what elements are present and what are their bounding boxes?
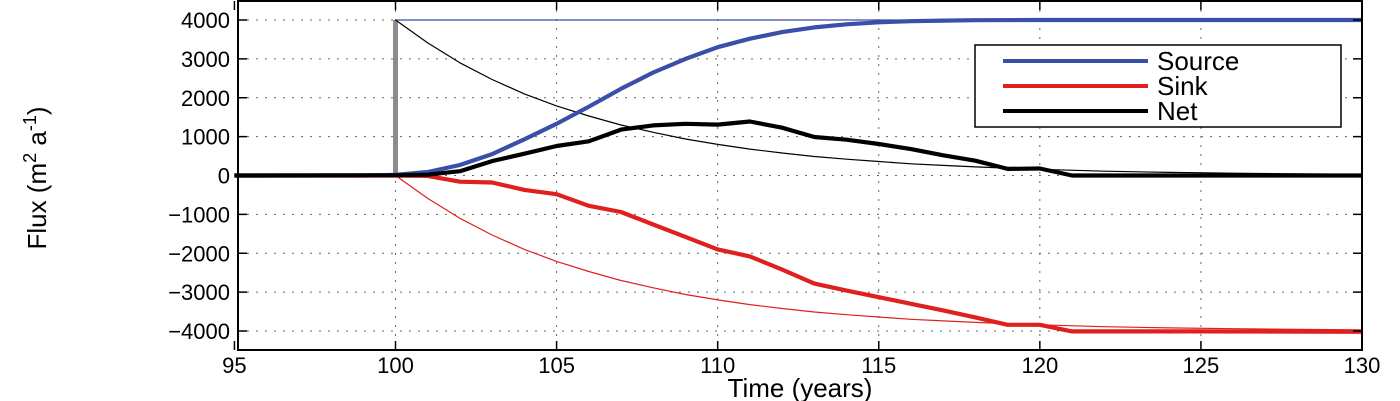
x-tick-label: 125: [1183, 353, 1220, 378]
x-axis-label: Time (years): [728, 373, 873, 401]
y-axis-label-sup2: -1: [20, 115, 40, 131]
legend-label-source: Source: [1157, 46, 1239, 76]
series-lines: [234, 17, 1363, 334]
y-tick-label: 0: [218, 164, 230, 189]
x-tick-label: 105: [538, 353, 575, 378]
x-tick-label: 100: [377, 353, 414, 378]
y-tick-labels: 4000 3000 2000 1000 0 −1000 −2000 −3000 −4000: [168, 8, 230, 344]
y-axis-label-mid: a: [22, 131, 52, 153]
y-axis-label-prefix: Flux (m: [22, 163, 52, 250]
series-5-thin-line: [395, 175, 1363, 331]
x-tick-labels: 95 100 105 110 115 120 125 130: [222, 353, 1380, 378]
legend-label-net: Net: [1157, 96, 1198, 126]
y-tick-label: −2000: [168, 241, 230, 266]
x-tick-label: 130: [1344, 353, 1381, 378]
series-net-line: [234, 119, 1362, 178]
x-tick-label: 95: [222, 353, 246, 378]
y-tick-label: −4000: [168, 319, 230, 344]
y-tick-label: 4000: [181, 8, 230, 33]
y-axis-label: Flux (m2 a-1): [20, 106, 52, 249]
x-tick-label: 120: [1021, 353, 1058, 378]
y-tick-label: 2000: [181, 86, 230, 111]
x-tick-label: 115: [861, 353, 896, 378]
series-4-thin-line: [395, 19, 1363, 175]
y-tick-label: 1000: [181, 125, 230, 150]
axis-ticks: [233, 1, 1363, 350]
series-sink-line: [234, 173, 1363, 334]
y-tick-label: −1000: [168, 202, 230, 227]
y-axis-label-suffix: ): [22, 106, 52, 115]
y-tick-label: 3000: [181, 47, 230, 72]
y-tick-label: −3000: [168, 280, 230, 305]
legend-label-sink: Sink: [1157, 71, 1209, 101]
x-tick-label: 110: [700, 353, 735, 378]
series-source-line: [234, 17, 1362, 178]
y-axis-label-sup1: 2: [20, 153, 40, 163]
